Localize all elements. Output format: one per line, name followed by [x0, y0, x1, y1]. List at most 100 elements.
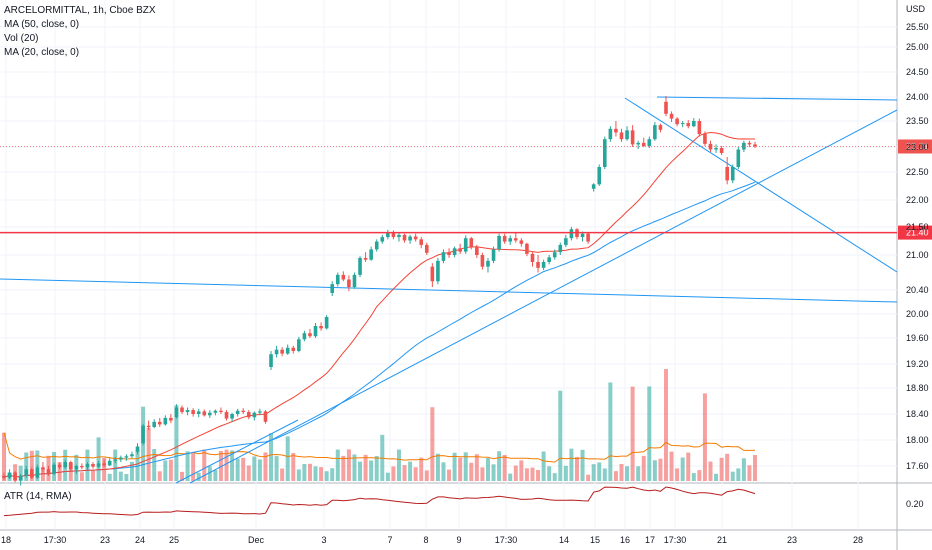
volume-bar	[530, 467, 535, 481]
atr-tick-label: 0.20	[906, 499, 924, 509]
volume-bar	[441, 462, 446, 481]
candle-body	[502, 235, 507, 242]
trend-line	[189, 109, 898, 484]
volume-bar	[497, 451, 502, 481]
volume-bar	[719, 457, 724, 481]
candle-body	[258, 411, 262, 413]
candle-body	[397, 234, 401, 238]
volume-bar	[185, 451, 190, 481]
candle-body	[447, 252, 451, 255]
time-tick-label: 14	[559, 535, 569, 545]
volume-bar	[558, 390, 563, 481]
time-tick-label: 8	[423, 535, 428, 545]
time-tick-label: 16	[620, 535, 630, 545]
volume-bar	[324, 471, 329, 481]
volume-bar	[591, 464, 596, 481]
last-price-tag	[898, 139, 932, 154]
volume-bar	[691, 473, 696, 481]
volume-bar	[402, 465, 407, 481]
candle-body	[391, 232, 396, 238]
volume-bar	[291, 453, 296, 481]
volume-bar	[619, 464, 624, 481]
candle-body	[102, 463, 106, 466]
time-tick-label: 23	[100, 535, 110, 545]
volume-bar	[352, 454, 357, 481]
volume-ma	[3, 432, 756, 463]
candle-body	[480, 255, 485, 267]
time-tick-label: 21	[717, 535, 727, 545]
candle-body	[536, 262, 540, 268]
candle-body	[469, 238, 474, 248]
candle-body	[74, 466, 79, 470]
volume-bar	[202, 449, 207, 481]
time-tick-label: 17:30	[44, 535, 67, 545]
price-tick-label: 24.50	[906, 67, 929, 77]
time-axis: 18 17:30 23 24 25 Dec 3 7 8 9 17:30 14 15 16 17 17:30 21…	[1, 535, 863, 545]
candle-body	[63, 462, 67, 468]
level-tag	[898, 225, 932, 240]
volume-bar	[29, 450, 34, 481]
candle-body	[185, 410, 190, 413]
volume-bar	[96, 437, 101, 481]
price-tick-label: 23.00	[906, 142, 929, 152]
volume-bar	[419, 457, 424, 481]
candle-body	[641, 142, 646, 146]
candle-body	[107, 460, 112, 466]
time-tick-label: 17:30	[664, 535, 687, 545]
volume-bar	[196, 472, 201, 481]
candle-body	[486, 260, 490, 267]
candle-body	[291, 347, 296, 351]
candle-body	[163, 417, 168, 425]
volume-bar	[474, 454, 479, 481]
candle-body	[302, 333, 307, 340]
volume-bar	[702, 393, 707, 481]
candle-body	[13, 472, 17, 481]
volume-bar	[180, 471, 185, 481]
volume-bar	[741, 458, 746, 481]
candle-body	[157, 421, 162, 425]
candle-body	[564, 238, 568, 245]
candle-body	[324, 317, 329, 329]
candle-body	[274, 349, 279, 355]
volume-bar	[597, 462, 602, 481]
volume-bar	[458, 457, 463, 481]
volume-bar	[747, 465, 752, 481]
volume-bar	[163, 460, 168, 481]
volume-bar	[469, 462, 474, 481]
indicator-legend: ARCELORMITTAL, 1h, Cboe BZX MA (50, clos…	[4, 4, 156, 60]
volume-bar	[663, 369, 668, 481]
candle-body	[146, 425, 151, 427]
price-tick-label: 18.40	[906, 409, 929, 419]
candle-body	[202, 411, 207, 416]
candle-body	[241, 410, 246, 413]
candle-body	[68, 462, 73, 470]
volume-bar	[129, 461, 134, 481]
candlestick-series	[2, 96, 757, 486]
candle-body	[91, 464, 95, 467]
volume-bar	[519, 460, 524, 481]
volume-bar	[369, 460, 374, 481]
candle-body	[736, 149, 741, 167]
volume-bar	[68, 462, 73, 481]
ma20-line	[3, 131, 755, 479]
candle-body	[85, 464, 90, 468]
volume-bar	[168, 459, 173, 481]
volume-bar	[647, 386, 652, 481]
volume-bar	[296, 469, 301, 481]
candle-body	[46, 469, 51, 474]
volume-bar	[341, 455, 346, 481]
volume-bar	[124, 474, 129, 481]
volume-bar	[235, 458, 240, 481]
candle-body	[246, 412, 251, 418]
price-tick-label: 19.60	[906, 333, 929, 343]
volume-bar	[625, 466, 630, 481]
candle-body	[141, 425, 145, 444]
candle-body	[497, 235, 501, 250]
candle-body	[558, 244, 563, 253]
volume-bar	[246, 465, 251, 481]
volume-bar	[714, 473, 719, 481]
volume-bar	[408, 461, 413, 481]
candle-body	[2, 475, 6, 478]
candle-body	[213, 410, 218, 413]
